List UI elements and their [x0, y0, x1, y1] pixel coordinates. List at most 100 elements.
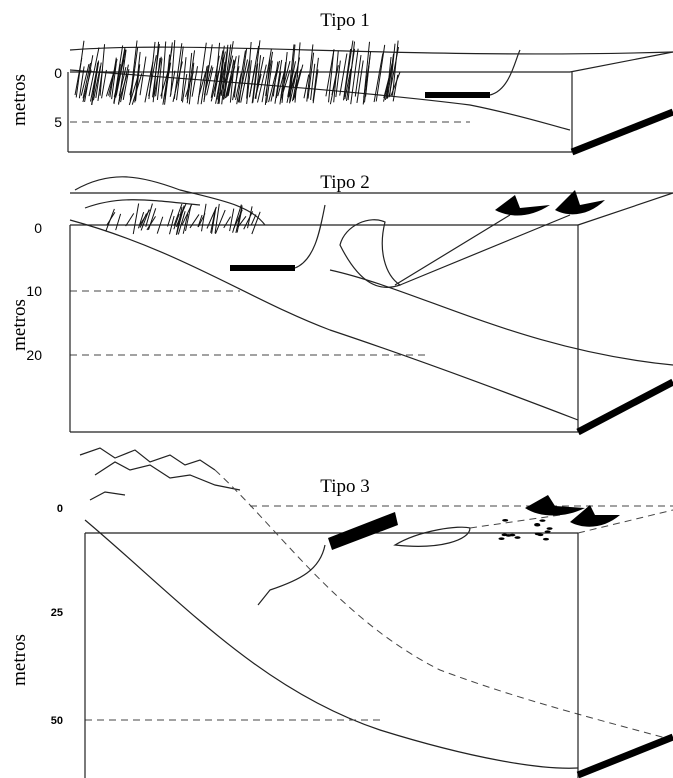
reed [169, 70, 176, 97]
hill-line [89, 491, 126, 501]
panel-title: Tipo 2 [320, 172, 369, 193]
fish [534, 523, 541, 526]
reed [243, 211, 254, 230]
reed [339, 53, 348, 96]
box-edge [570, 108, 673, 156]
reed [223, 41, 234, 100]
bottom-profile [69, 69, 571, 131]
reed [307, 52, 315, 99]
reed [115, 213, 122, 231]
shore-line [74, 176, 266, 226]
reed [108, 59, 118, 96]
seine-net [339, 219, 402, 288]
box-edge [576, 733, 673, 778]
reed [120, 64, 129, 103]
depth-label: 50 [51, 715, 63, 727]
reed [214, 42, 221, 97]
reed [383, 64, 394, 102]
reed [256, 64, 267, 103]
reed [223, 216, 231, 229]
reed [111, 63, 117, 100]
reed [251, 40, 261, 104]
reed [181, 57, 187, 102]
panel-title: Tipo 1 [320, 10, 369, 31]
bottom-profile [214, 469, 673, 741]
boat [570, 505, 620, 527]
reed [148, 41, 156, 100]
reed [92, 65, 101, 101]
reed [333, 50, 339, 103]
reed [268, 69, 278, 103]
rope [294, 204, 326, 269]
reed [105, 67, 116, 97]
reed [82, 62, 92, 99]
reed [155, 58, 161, 97]
reed [387, 53, 395, 99]
reed [246, 41, 252, 99]
reed [288, 44, 295, 97]
reed [211, 207, 217, 234]
reed [325, 49, 335, 97]
panel-title: Tipo 3 [320, 476, 369, 497]
reed [197, 214, 203, 228]
reed [288, 69, 298, 97]
reed [221, 49, 229, 105]
reed [303, 74, 310, 99]
axis-label: metros [9, 74, 30, 126]
depth-label: 5 [54, 114, 62, 130]
reed [214, 203, 220, 234]
tow-line [469, 514, 561, 529]
rope [489, 49, 521, 96]
reed [152, 41, 160, 103]
reed [261, 48, 272, 103]
reed [138, 211, 145, 229]
reed [181, 73, 188, 103]
reed [139, 56, 147, 96]
reed [254, 56, 265, 99]
reed [172, 61, 183, 103]
reed [173, 203, 183, 226]
reed [236, 50, 246, 105]
reed [122, 69, 130, 100]
reed [97, 69, 103, 101]
boat [555, 190, 605, 215]
reed [328, 50, 335, 103]
reed [191, 66, 199, 97]
reed [312, 57, 319, 102]
reed [247, 206, 253, 229]
reed [170, 40, 176, 96]
reed [203, 65, 213, 96]
shore-line [84, 199, 201, 209]
reed [161, 41, 167, 99]
reed [156, 58, 163, 101]
reed [347, 41, 356, 101]
reed [144, 61, 154, 103]
reed [274, 59, 283, 104]
reed [215, 51, 226, 104]
reeds [105, 203, 261, 235]
reed [343, 40, 354, 98]
reed [280, 61, 291, 97]
surface-edge [577, 192, 673, 226]
boat [525, 495, 585, 516]
reed [80, 64, 90, 96]
axis-label: metros [9, 634, 30, 686]
reed [185, 71, 195, 97]
reed [188, 62, 195, 105]
reed [145, 203, 153, 227]
reed [265, 51, 274, 97]
reed [373, 53, 384, 103]
reed [139, 209, 151, 226]
reed [280, 69, 291, 101]
reed [200, 66, 208, 105]
shore-line [69, 46, 673, 55]
reed [235, 205, 243, 233]
reed [235, 73, 242, 100]
reed [132, 203, 140, 235]
depth-label: 20 [26, 347, 42, 363]
fish [498, 537, 505, 541]
surface-edge [569, 51, 673, 73]
fish [539, 519, 546, 522]
reed [240, 60, 251, 103]
